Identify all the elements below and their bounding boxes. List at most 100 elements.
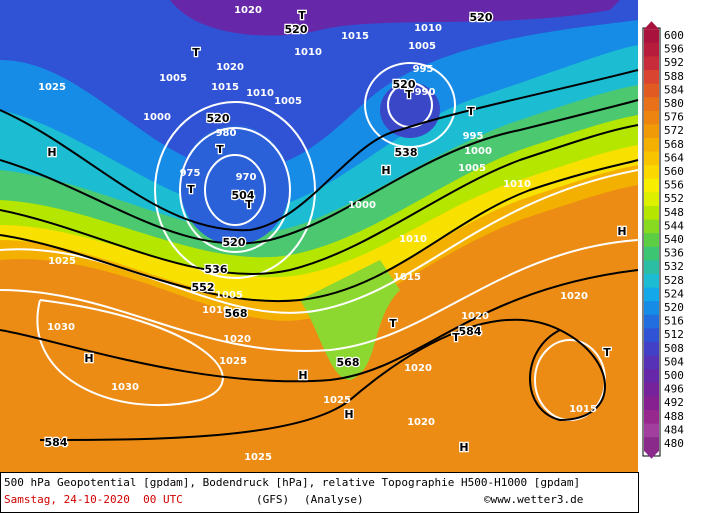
caption-analysis: (Analyse) bbox=[304, 493, 364, 506]
map-label: 1010 bbox=[503, 179, 531, 190]
legend-label: 492 bbox=[664, 396, 684, 409]
map-label: 975 bbox=[180, 168, 201, 179]
legend-swatch bbox=[644, 192, 659, 207]
legend-label: 592 bbox=[664, 56, 684, 69]
map-label: 568 bbox=[337, 356, 360, 369]
map-label: H bbox=[617, 225, 626, 238]
legend-swatch bbox=[644, 233, 659, 248]
legend-swatch bbox=[644, 138, 659, 153]
map-label: 1000 bbox=[348, 200, 376, 211]
map-label: 1025 bbox=[219, 356, 247, 367]
map-label: 1025 bbox=[244, 452, 272, 463]
map-label: H bbox=[47, 146, 56, 159]
legend-label: 552 bbox=[664, 192, 684, 205]
map-label: 980 bbox=[216, 128, 237, 139]
legend-label: 508 bbox=[664, 342, 684, 355]
legend-swatch bbox=[644, 42, 659, 57]
legend-label: 484 bbox=[664, 423, 684, 436]
map-label: 1015 bbox=[211, 82, 239, 93]
legend: 6005965925885845805765725685645605565525… bbox=[644, 21, 684, 459]
legend-label: 596 bbox=[664, 43, 684, 56]
legend-swatch bbox=[644, 369, 659, 384]
map-label: 1005 bbox=[408, 41, 436, 52]
map-label: 1000 bbox=[464, 146, 492, 157]
map-label: 584 bbox=[459, 325, 482, 338]
map-label: 1030 bbox=[111, 382, 139, 393]
geopotential-lines bbox=[0, 69, 639, 441]
map-label: H bbox=[344, 408, 353, 421]
legend-label: 580 bbox=[664, 97, 684, 110]
legend-label: 544 bbox=[664, 219, 684, 232]
map-label: 1000 bbox=[143, 112, 171, 123]
map-label: 1020 bbox=[223, 334, 251, 345]
legend-label: 588 bbox=[664, 70, 684, 83]
legend-swatch bbox=[644, 314, 659, 329]
map-labels: 1020 T5201010101510105201005995T102010151… bbox=[38, 5, 628, 463]
map-label: 1005 bbox=[159, 73, 187, 84]
legend-swatch bbox=[644, 410, 659, 425]
map-label: 584 bbox=[45, 436, 68, 449]
legend-label: 584 bbox=[664, 83, 684, 96]
legend-swatch bbox=[644, 29, 659, 44]
map-label: 1015 bbox=[341, 31, 369, 42]
map-label: 520 bbox=[223, 236, 246, 249]
map bbox=[0, 0, 639, 472]
legend-swatch bbox=[644, 287, 659, 302]
legend-label: 520 bbox=[664, 301, 684, 314]
legend-swatch bbox=[644, 97, 659, 112]
legend-swatch bbox=[644, 301, 659, 316]
caption-box bbox=[0, 472, 639, 513]
map-label: H bbox=[459, 441, 468, 454]
map-label: 1020 bbox=[234, 5, 262, 16]
legend-label: 480 bbox=[664, 437, 684, 450]
map-label: 520 bbox=[393, 78, 416, 91]
map-label: 1030 bbox=[47, 322, 75, 333]
legend-label: 536 bbox=[664, 247, 684, 260]
legend-swatch bbox=[644, 206, 659, 221]
legend-label: 572 bbox=[664, 124, 684, 137]
low-core bbox=[380, 82, 440, 138]
caption-date: Samstag, 24-10-2020 00 UTC bbox=[4, 493, 183, 506]
map-label: 970 bbox=[236, 172, 257, 183]
map-label: T bbox=[452, 331, 460, 344]
map-label: 1010 bbox=[202, 305, 230, 316]
legend-swatch bbox=[644, 56, 659, 71]
map-label: 520 bbox=[470, 11, 493, 24]
map-label: T bbox=[298, 9, 306, 22]
map-label: 1020 bbox=[560, 291, 588, 302]
legend-swatch bbox=[644, 423, 659, 438]
map-label: 536 bbox=[205, 263, 228, 276]
legend-swatch bbox=[644, 165, 659, 180]
legend-swatch bbox=[644, 246, 659, 261]
map-label: 504 bbox=[232, 189, 255, 202]
legend-swatch bbox=[644, 328, 659, 343]
legend-label: 516 bbox=[664, 315, 684, 328]
legend-swatch bbox=[644, 396, 659, 411]
map-label: 1020 bbox=[404, 363, 432, 374]
legend-label: 488 bbox=[664, 410, 684, 423]
map-label: T bbox=[405, 88, 413, 101]
caption-description: 500 hPa Geopotential [gpdam], Bodendruck… bbox=[4, 476, 580, 489]
map-label: 520 bbox=[285, 23, 308, 36]
legend-label: 524 bbox=[664, 287, 684, 300]
legend-label: 564 bbox=[664, 151, 684, 164]
map-label: T bbox=[216, 143, 224, 156]
map-label: 1005 bbox=[215, 290, 243, 301]
legend-swatch bbox=[644, 219, 659, 234]
map-label: 990 bbox=[415, 87, 436, 98]
map-label: T bbox=[192, 46, 200, 59]
legend-label: 512 bbox=[664, 328, 684, 341]
legend-swatch bbox=[644, 382, 659, 397]
legend-swatch bbox=[644, 110, 659, 125]
map-label: T bbox=[603, 346, 611, 359]
map-label: H bbox=[298, 369, 307, 382]
legend-label: 556 bbox=[664, 179, 684, 192]
legend-swatch bbox=[644, 178, 659, 193]
legend-arrow-top bbox=[644, 21, 659, 30]
map-label: H bbox=[381, 164, 390, 177]
legend-label: 532 bbox=[664, 260, 684, 273]
legend-label: 540 bbox=[664, 233, 684, 246]
legend-swatch bbox=[644, 260, 659, 275]
map-label: 1025 bbox=[323, 395, 351, 406]
